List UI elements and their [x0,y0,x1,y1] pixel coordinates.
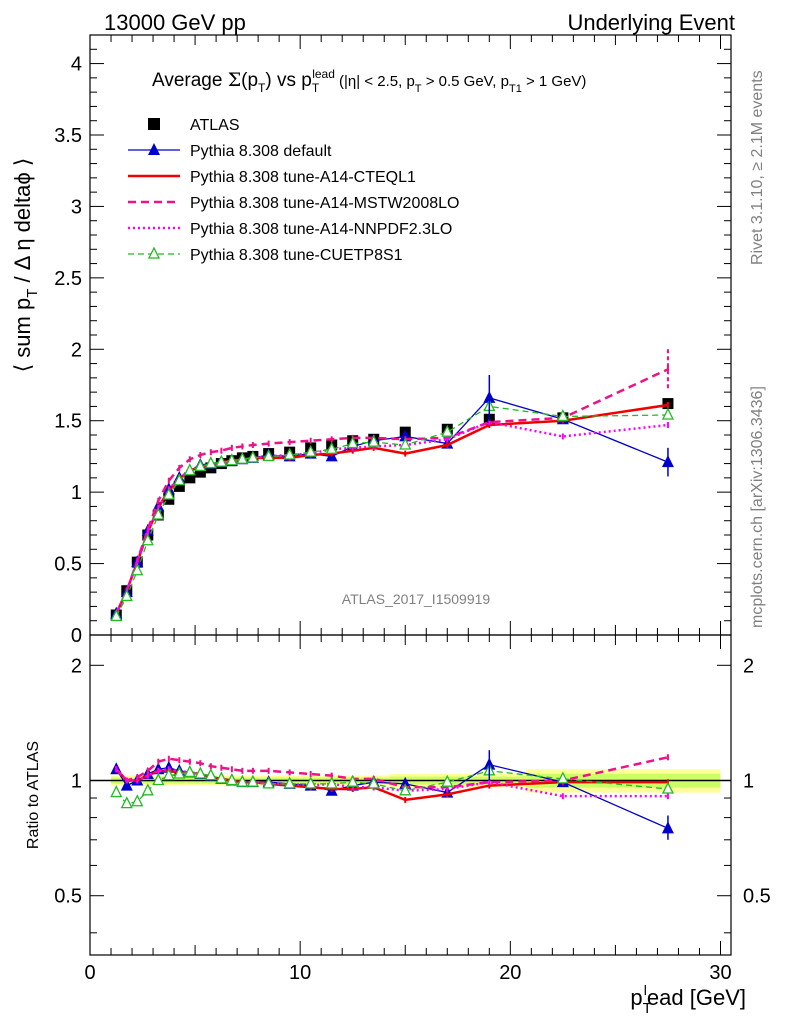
ratio-tune-cuetp8s1-point [346,774,359,787]
ratio-default-point [120,778,133,791]
header-left: 13000 GeV pp [104,10,246,35]
mc-tune-cuetp8s1-point [194,458,207,472]
mc-tune-cuetp8s1-point [556,408,569,422]
mcplots-credit-label: mcplots.cern.ch [arXiv:1306.3436] [749,386,766,628]
ratio-tune-cuetp8s1-point [304,776,317,789]
ratio-tune-cuetp8s1-point [120,796,133,809]
mc-tune-cuetp8s1-point [304,444,317,457]
ratio-y-tick-label: 2 [71,655,82,677]
x-tick-label: 30 [709,962,731,984]
ratio-tune-cuetp8s1-point [367,776,380,789]
x-tick-label: 20 [499,962,521,984]
ratio-y-tick-label-right: 1 [743,771,754,793]
y-tick-label: 1 [71,482,82,504]
ratio-tune-cuetp8s1-point [110,785,123,798]
analysis-label: ATLAS_2017_I1509919 [342,591,491,607]
mc-tune-cuetp8s1-point [225,453,238,466]
ratio-tune-cuetp8s1-point [162,768,175,781]
atlas-data-point [194,466,206,478]
legend-label: Pythia 8.308 default [190,143,332,160]
mc-tune-cuetp8s1-point [246,450,259,463]
mc-tune-cuetp8s1-point [283,447,296,460]
ratio-y-tick-label: 1 [71,771,82,793]
ratio-tune-cuetp8s1-point [204,768,217,781]
y-tick-label: 4 [71,54,82,76]
ratio-tune-cuetp8s1-point [141,783,154,796]
mc-tune-cuetp8s1-point [120,588,133,602]
ratio-tune-cuetp8s1-point [283,776,296,789]
ratio-tune-cuetp8s1-point [441,774,454,787]
ratio-tune-cuetp8s1-point [556,771,569,784]
ratio-tune-cuetp8s1-point [246,774,259,787]
y-tick-label: 2.5 [54,268,82,290]
ratio-plot-area: 0 10 20 30 0.5 0.5 1 1 2 2 [54,634,771,984]
legend-triangle-marker [148,143,160,155]
legend: ATLAS Pythia 8.308 default Pythia 8.308 tu… [128,117,459,264]
mc-tune-cuetp8s1-point [141,533,154,546]
ratio-tune-cuetp8s1-point [399,783,412,796]
legend-label: Pythia 8.308 tune-A14-MSTW2008LO [190,195,459,212]
y-tick-label: 2 [71,339,82,361]
legend-label: ATLAS [190,117,240,134]
mc-tune-cuetp8s1-point [162,487,175,500]
ratio-tune-cuetp8s1-point [225,773,238,786]
y-tick-label: 3.5 [54,125,82,147]
legend-atlas-marker [148,118,160,130]
legend-label: Pythia 8.308 tune-CUETP8S1 [190,247,403,264]
x-tick-label: 0 [84,962,95,984]
main-plot-area: 0 0.5 1 1.5 2 2.5 3 3.5 4 [54,34,732,647]
ratio-y-tick-label-right: 2 [743,655,754,677]
mc-tune-cuetp8s1-point [152,507,165,520]
mc-tune-cuetp8s1-point [346,436,359,449]
legend-open-triangle-marker [147,246,161,259]
ratio-tune-cuetp8s1-point [183,764,196,778]
ratio-tune-cuetp8s1-point [661,781,675,794]
ratio-tune-cuetp8s1-point [131,794,144,807]
y-tick-label: 0.5 [54,554,82,576]
x-tick-label: 10 [289,962,311,984]
atlas-data-point [173,480,185,492]
ratio-tune-cuetp8s1-point [173,766,186,779]
y-tick-label: 1.5 [54,411,82,433]
mc-tune-cuetp8s1-point [131,563,144,576]
mc-tune-cuetp8s1-point [325,441,338,454]
mc-tune-cuetp8s1-point [215,454,228,467]
header-right: Underlying Event [567,10,735,35]
ratio-tune-cuetp8s1-point [215,771,228,784]
legend-label: Pythia 8.308 tune-A14-NNPDF2.3LO [190,221,452,238]
mc-tune-cuetp8s1-point [236,451,249,464]
ratio-tune-cuetp8s1-point [152,773,165,786]
mc-tune-cuetp8s1-point [204,456,217,469]
ratio-tune-cuetp8s1-point [262,776,275,789]
ratio-y-axis-title: Ratio to ATLAS [25,741,42,849]
y-tick-label: 0 [71,625,82,647]
ratio-tune-cuetp8s1-point [236,774,249,787]
atlas-data-point [184,472,196,484]
ratio-y-tick-label: 0.5 [54,886,82,908]
ratio-tune-cuetp8s1-point [194,766,207,779]
mc-tune-cuetp8s1-point [110,608,123,622]
rivet-version-label: Rivet 3.1.10, ≥ 2.1M events [749,70,766,265]
mc-tune-cuetp8s1-point [441,424,454,437]
ratio-tune-cuetp8s1-point [325,776,338,789]
mc-tune-cuetp8s1-point [183,463,196,476]
mc-tune-cuetp8s1-point [661,407,675,420]
mc-tune-cuetp8s1-point [367,434,380,447]
ratio-y-tick-label-right: 0.5 [743,886,771,908]
legend-label: Pythia 8.308 tune-A14-CTEQL1 [190,169,416,186]
y-tick-label: 3 [71,196,82,218]
mc-tune-cuetp8s1-point [262,448,275,462]
mc-tune-cuetp8s1-point [399,437,412,450]
mc-tune-cuetp8s1-point [173,473,186,486]
